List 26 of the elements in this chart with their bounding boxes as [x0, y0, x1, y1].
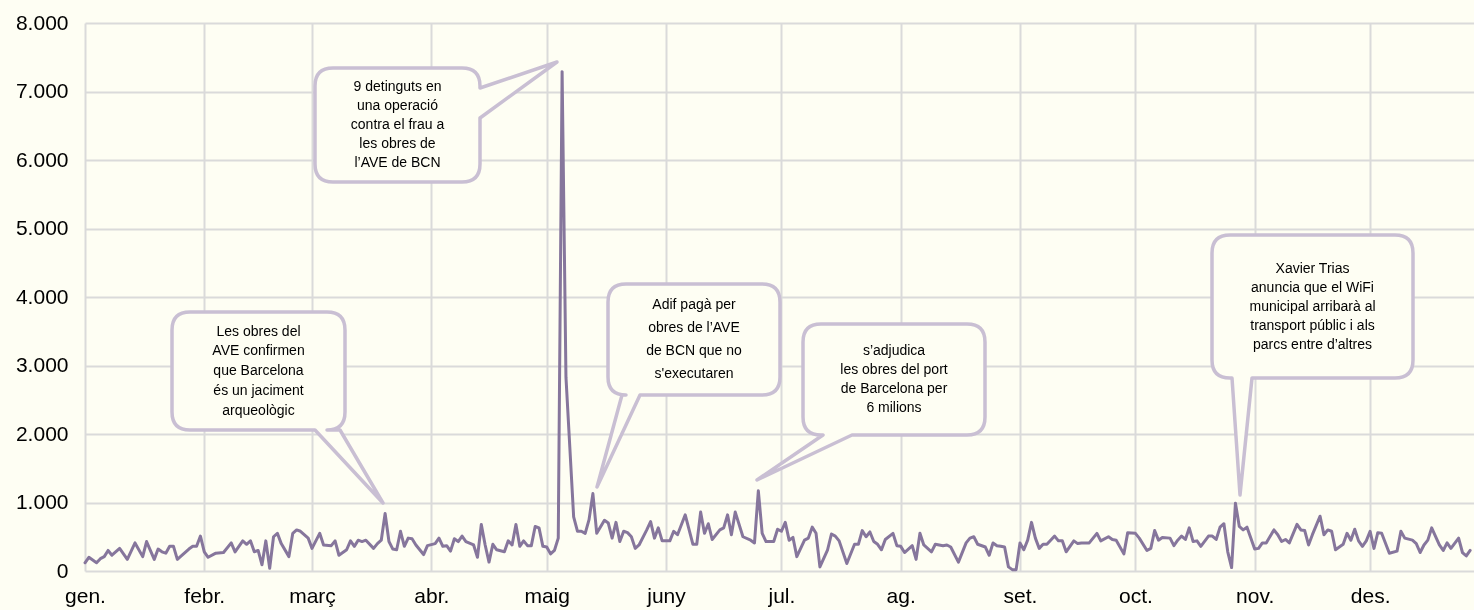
x-tick-label: maig [524, 583, 570, 607]
x-tick-label: gen. [65, 583, 106, 607]
y-tick-label: 5.000 [15, 216, 69, 239]
y-tick-label: 4.000 [15, 284, 69, 308]
x-tick-label: març [289, 583, 336, 607]
y-tick-label: 2.000 [15, 421, 69, 445]
x-tick-label: oct. [1118, 583, 1153, 607]
annotation: s’adjudica les obres del port de Barcelona per 6 milions [840, 342, 948, 415]
x-tick-label: nov. [1236, 583, 1275, 607]
x-tick-label: abr. [414, 583, 450, 607]
x-tick-label: febr. [184, 583, 226, 607]
x-tick-label: des. [1350, 583, 1391, 607]
annotation: Adif pagà per obres de l’AVE de BCN que no s'executaren [646, 296, 743, 381]
annotation: Xavier Trias anuncia que el WiFi municipal arribarà al transport públic i als parcs entre d’altres [1249, 259, 1376, 352]
y-tick-label: 0 [56, 558, 69, 582]
y-tick-label: 3.000 [15, 353, 69, 376]
y-tick-label: 6.000 [15, 147, 69, 171]
annotation: 9 detinguts en una operació contra el frau a les obres de l’AVE de BCN [350, 78, 445, 170]
x-tick-label: juny [646, 583, 687, 607]
y-tick-label: 7.000 [15, 79, 69, 102]
x-tick-label: jul. [767, 583, 796, 607]
y-tick-label: 1.000 [15, 490, 69, 513]
annotation: Les obres del AVE confirmen que Barcelona és un jaciment arqueològic [212, 322, 305, 418]
x-tick-label: set. [1003, 583, 1038, 607]
y-tick-label: 8.000 [15, 10, 69, 34]
x-tick-label: ag. [886, 583, 916, 607]
